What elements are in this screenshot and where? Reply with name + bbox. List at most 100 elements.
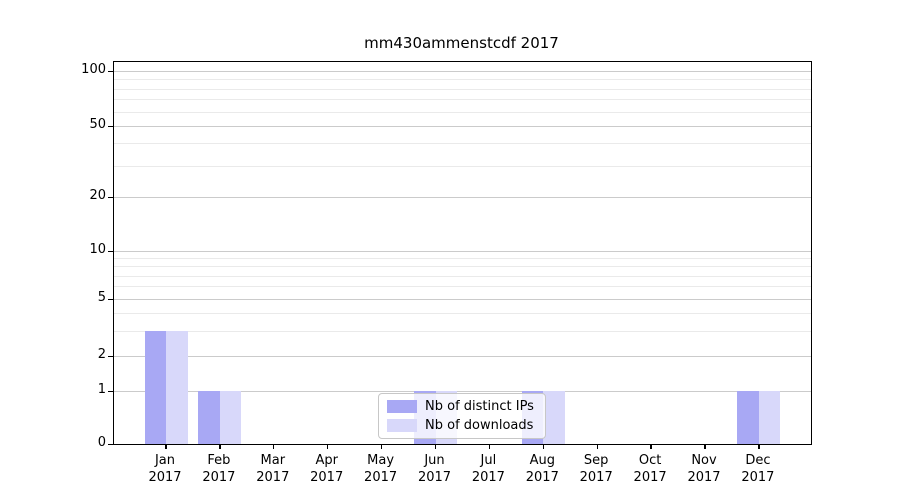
year-label: 2017 xyxy=(741,470,775,485)
x-tick-mark xyxy=(488,444,491,449)
plot-area: Nb of distinct IPs Nb of downloads xyxy=(108,61,812,449)
gridline-minor xyxy=(114,99,811,101)
gridline-minor xyxy=(114,266,811,268)
month-label: Jul xyxy=(480,453,497,468)
bar-distinct-ips xyxy=(144,330,166,444)
x-tick-label: Dec 2017 xyxy=(726,452,790,486)
x-tick-label: Feb 2017 xyxy=(187,452,251,486)
gridline-minor xyxy=(114,330,811,332)
month-label: May xyxy=(367,453,395,468)
gridline-major xyxy=(114,299,811,300)
year-label: 2017 xyxy=(525,470,559,485)
month-label: Jun xyxy=(424,453,445,468)
legend: Nb of distinct IPs Nb of downloads xyxy=(378,393,546,439)
y-tick-label: 2 xyxy=(97,347,106,362)
gridline-minor xyxy=(114,79,811,81)
x-tick-mark xyxy=(596,444,598,449)
year-label: 2017 xyxy=(633,470,667,485)
x-tick-label: Apr 2017 xyxy=(295,452,359,486)
chart-title: mm430ammenstcdf 2017 xyxy=(364,34,559,52)
x-tick-label: Nov 2017 xyxy=(672,452,736,486)
month-label: Aug xyxy=(529,453,555,468)
x-tick-label: Sep 2017 xyxy=(564,452,628,486)
y-tick-label: 100 xyxy=(81,62,106,77)
y-tick-mark xyxy=(108,390,114,392)
y-tick-label: 10 xyxy=(89,242,106,257)
gridline-minor xyxy=(114,286,811,288)
month-label: Mar xyxy=(260,453,286,468)
year-label: 2017 xyxy=(310,470,344,485)
bar-downloads xyxy=(219,391,242,444)
year-label: 2017 xyxy=(256,470,290,485)
legend-row-distinct-ips: Nb of distinct IPs xyxy=(387,399,545,414)
x-tick-label: Oct 2017 xyxy=(618,452,682,486)
x-tick-mark xyxy=(380,444,383,449)
month-label: Feb xyxy=(207,453,231,468)
legend-swatch-downloads-icon xyxy=(387,419,417,433)
x-tick-label: May 2017 xyxy=(349,452,413,486)
x-tick-label: Jul 2017 xyxy=(456,452,520,486)
y-tick-mark xyxy=(108,298,114,300)
year-label: 2017 xyxy=(364,470,398,485)
bar-distinct-ips xyxy=(737,391,759,444)
y-tick-mark xyxy=(108,196,114,198)
x-tick-mark xyxy=(542,444,544,449)
bar-downloads xyxy=(758,391,781,444)
x-tick-mark xyxy=(327,444,329,449)
gridline-minor xyxy=(114,111,811,113)
year-label: 2017 xyxy=(417,470,452,485)
gridline-minor xyxy=(114,88,811,90)
month-label: Sep xyxy=(583,453,609,468)
y-tick-mark xyxy=(108,250,114,252)
y-tick-label: 0 xyxy=(97,435,106,450)
gridline-minor xyxy=(114,143,811,145)
bar-downloads xyxy=(166,330,188,444)
y-tick-mark xyxy=(108,443,114,445)
x-tick-label: Jan 2017 xyxy=(133,452,197,486)
year-label: 2017 xyxy=(579,470,613,485)
x-tick-mark xyxy=(704,444,706,449)
x-tick-label: Aug 2017 xyxy=(510,452,574,486)
gridline-minor xyxy=(114,312,811,314)
month-label: Oct xyxy=(638,453,662,468)
gridline-major xyxy=(114,251,811,252)
legend-label-downloads: Nb of downloads xyxy=(425,418,534,434)
y-tick-label: 5 xyxy=(97,290,106,305)
year-label: 2017 xyxy=(471,470,505,485)
year-label: 2017 xyxy=(148,470,182,485)
gridline-minor xyxy=(114,165,811,167)
legend-swatch-distinct-ips-icon xyxy=(387,399,417,413)
bar-downloads xyxy=(543,391,565,444)
year-label: 2017 xyxy=(202,470,236,485)
year-label: 2017 xyxy=(687,470,721,485)
month-label: Nov xyxy=(691,453,717,468)
gridline-major xyxy=(114,391,811,392)
month-label: Jan xyxy=(154,453,176,468)
y-tick-label: 20 xyxy=(89,188,106,203)
bar-distinct-ips xyxy=(198,391,220,444)
gridline-major xyxy=(114,197,811,198)
x-tick-mark xyxy=(650,444,652,449)
y-tick-label: 50 xyxy=(89,117,106,132)
gridline-minor xyxy=(114,258,811,260)
y-tick-mark xyxy=(108,125,114,127)
gridline-minor xyxy=(114,275,811,277)
legend-row-downloads: Nb of downloads xyxy=(387,418,545,433)
legend-label-distinct-ips: Nb of distinct IPs xyxy=(425,398,534,414)
x-tick-mark xyxy=(219,444,221,449)
x-tick-mark xyxy=(165,444,167,449)
gridline-major xyxy=(114,126,811,127)
gridline-major xyxy=(114,356,811,357)
x-tick-mark xyxy=(273,444,275,449)
y-tick-mark xyxy=(108,355,114,357)
x-tick-label: Mar 2017 xyxy=(241,452,305,486)
y-tick-mark xyxy=(108,70,114,72)
x-tick-mark xyxy=(758,444,760,449)
month-label: Dec xyxy=(745,453,771,468)
x-tick-label: Jun 2017 xyxy=(403,452,467,486)
x-tick-mark xyxy=(434,444,437,449)
y-tick-label: 1 xyxy=(97,382,106,397)
month-label: Apr xyxy=(315,453,338,468)
gridline-major xyxy=(114,71,811,72)
